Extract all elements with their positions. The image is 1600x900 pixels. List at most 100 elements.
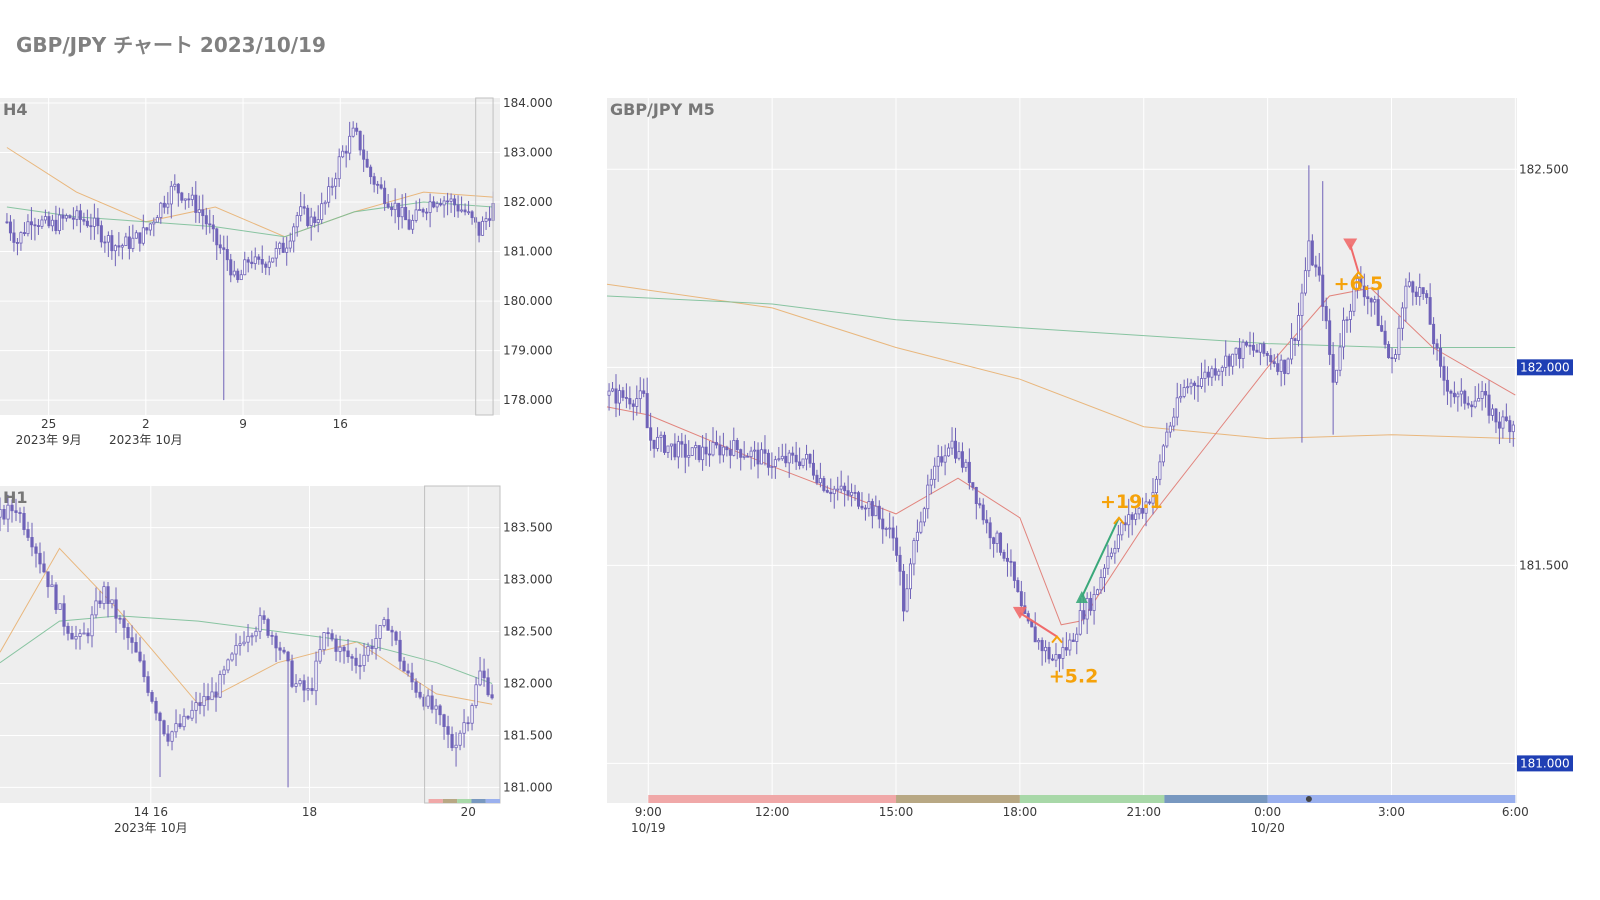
candle-body <box>943 455 947 463</box>
candle-body <box>166 733 170 742</box>
candle-body <box>366 645 370 656</box>
candle-body <box>732 440 736 456</box>
candle-body <box>881 518 885 530</box>
candle-body <box>898 554 902 572</box>
candle-body <box>631 403 635 407</box>
candle-body <box>453 198 457 206</box>
candle-body <box>863 507 867 510</box>
candle-body <box>211 224 215 230</box>
h1-chart[interactable]: 183.500 183.000 182.500 182.000 181.500 181.0… <box>0 478 590 848</box>
y-tick-label: 179.000 <box>503 344 553 358</box>
candle-body <box>690 447 694 456</box>
candle-body <box>1044 646 1048 652</box>
trade-pnl-label: +6.5 <box>1334 273 1384 295</box>
candle-body <box>411 219 415 230</box>
candle-body <box>178 723 182 728</box>
ma-long-line <box>606 295 1516 348</box>
candle-body <box>635 398 639 407</box>
trade-entry-marker <box>1075 591 1088 604</box>
candle-body <box>355 127 359 132</box>
candle-body <box>299 206 303 216</box>
candle-body <box>978 503 982 506</box>
candle-body <box>1484 391 1488 396</box>
candle-body <box>267 261 271 268</box>
candle-body <box>708 453 712 456</box>
candle-body <box>434 705 438 710</box>
candle-body <box>350 656 354 659</box>
candle-body <box>791 452 795 456</box>
candle-body <box>919 521 923 533</box>
candle-body <box>230 653 234 661</box>
candle-body <box>341 150 345 158</box>
candle-body <box>458 732 462 746</box>
candle-body <box>988 522 992 539</box>
candle-body <box>243 259 247 276</box>
candle-body <box>288 240 292 249</box>
candle-body <box>1487 394 1491 416</box>
candle-body <box>446 200 450 203</box>
candle-body <box>6 504 10 520</box>
candle-body <box>348 135 352 154</box>
candle-body <box>995 532 999 544</box>
candle-body <box>905 588 909 612</box>
ma-mid-line <box>0 547 493 705</box>
candle-body <box>798 461 802 467</box>
m5-chart[interactable]: 182.500 182.000 181.500 181.000 9:00 10/19 12:… <box>600 90 1600 850</box>
candle-body <box>402 660 406 672</box>
candle-body <box>1220 366 1224 372</box>
candle-body <box>198 702 202 707</box>
session-marker-dot <box>1305 796 1312 802</box>
candle-body <box>442 200 446 206</box>
trade-exit-marker <box>1352 270 1365 279</box>
candle-body <box>19 232 23 244</box>
candle-body <box>278 242 282 249</box>
session-bar-segment <box>471 799 486 803</box>
candle-body <box>1331 354 1335 383</box>
candle-body <box>1321 274 1325 307</box>
candle-body <box>794 454 798 463</box>
candle-body <box>718 444 722 456</box>
candle-body <box>351 127 355 137</box>
candle-body <box>138 232 142 244</box>
candle-body <box>306 207 310 226</box>
candle-body <box>1251 344 1255 351</box>
candle-body <box>1199 378 1203 387</box>
candle-body <box>421 209 425 213</box>
candle-body <box>825 490 829 493</box>
candle-body <box>638 390 642 400</box>
candle-body <box>1369 298 1373 303</box>
candle-body <box>278 647 282 651</box>
plot-area[interactable] <box>0 98 500 415</box>
candle-body <box>1189 382 1193 388</box>
candle-body <box>829 491 833 495</box>
candle-body <box>1106 555 1110 569</box>
candle-body <box>134 642 138 653</box>
candle-body <box>1480 391 1484 399</box>
candle-body <box>152 221 156 225</box>
candle-body <box>158 712 162 722</box>
candle-body <box>808 453 812 464</box>
candle-body <box>182 715 186 728</box>
candle-body <box>218 244 222 249</box>
candle-body <box>372 176 376 185</box>
candle-body <box>239 274 243 281</box>
candle-body <box>106 586 110 605</box>
candle-body <box>204 215 208 225</box>
h4-chart[interactable]: 184.000 183.000 182.000 181.000 180.000 179.0… <box>0 90 590 460</box>
candle-body <box>607 390 611 396</box>
candle-body <box>1404 285 1408 309</box>
price-tag <box>1517 755 1573 772</box>
candle-body <box>957 451 961 459</box>
y-tick-label: 178.000 <box>503 393 553 407</box>
plot-area[interactable] <box>607 98 1517 803</box>
session-bar-segment <box>442 799 458 803</box>
candle-body <box>704 446 708 455</box>
candle-body <box>141 227 145 244</box>
candle-body <box>1300 292 1304 316</box>
candle-body <box>1279 359 1283 372</box>
plot-area[interactable] <box>0 486 500 803</box>
candle-body <box>933 465 937 480</box>
candle-body <box>222 247 226 250</box>
candle-body <box>728 449 732 456</box>
price-tag-label: 181.000 <box>1520 756 1570 770</box>
